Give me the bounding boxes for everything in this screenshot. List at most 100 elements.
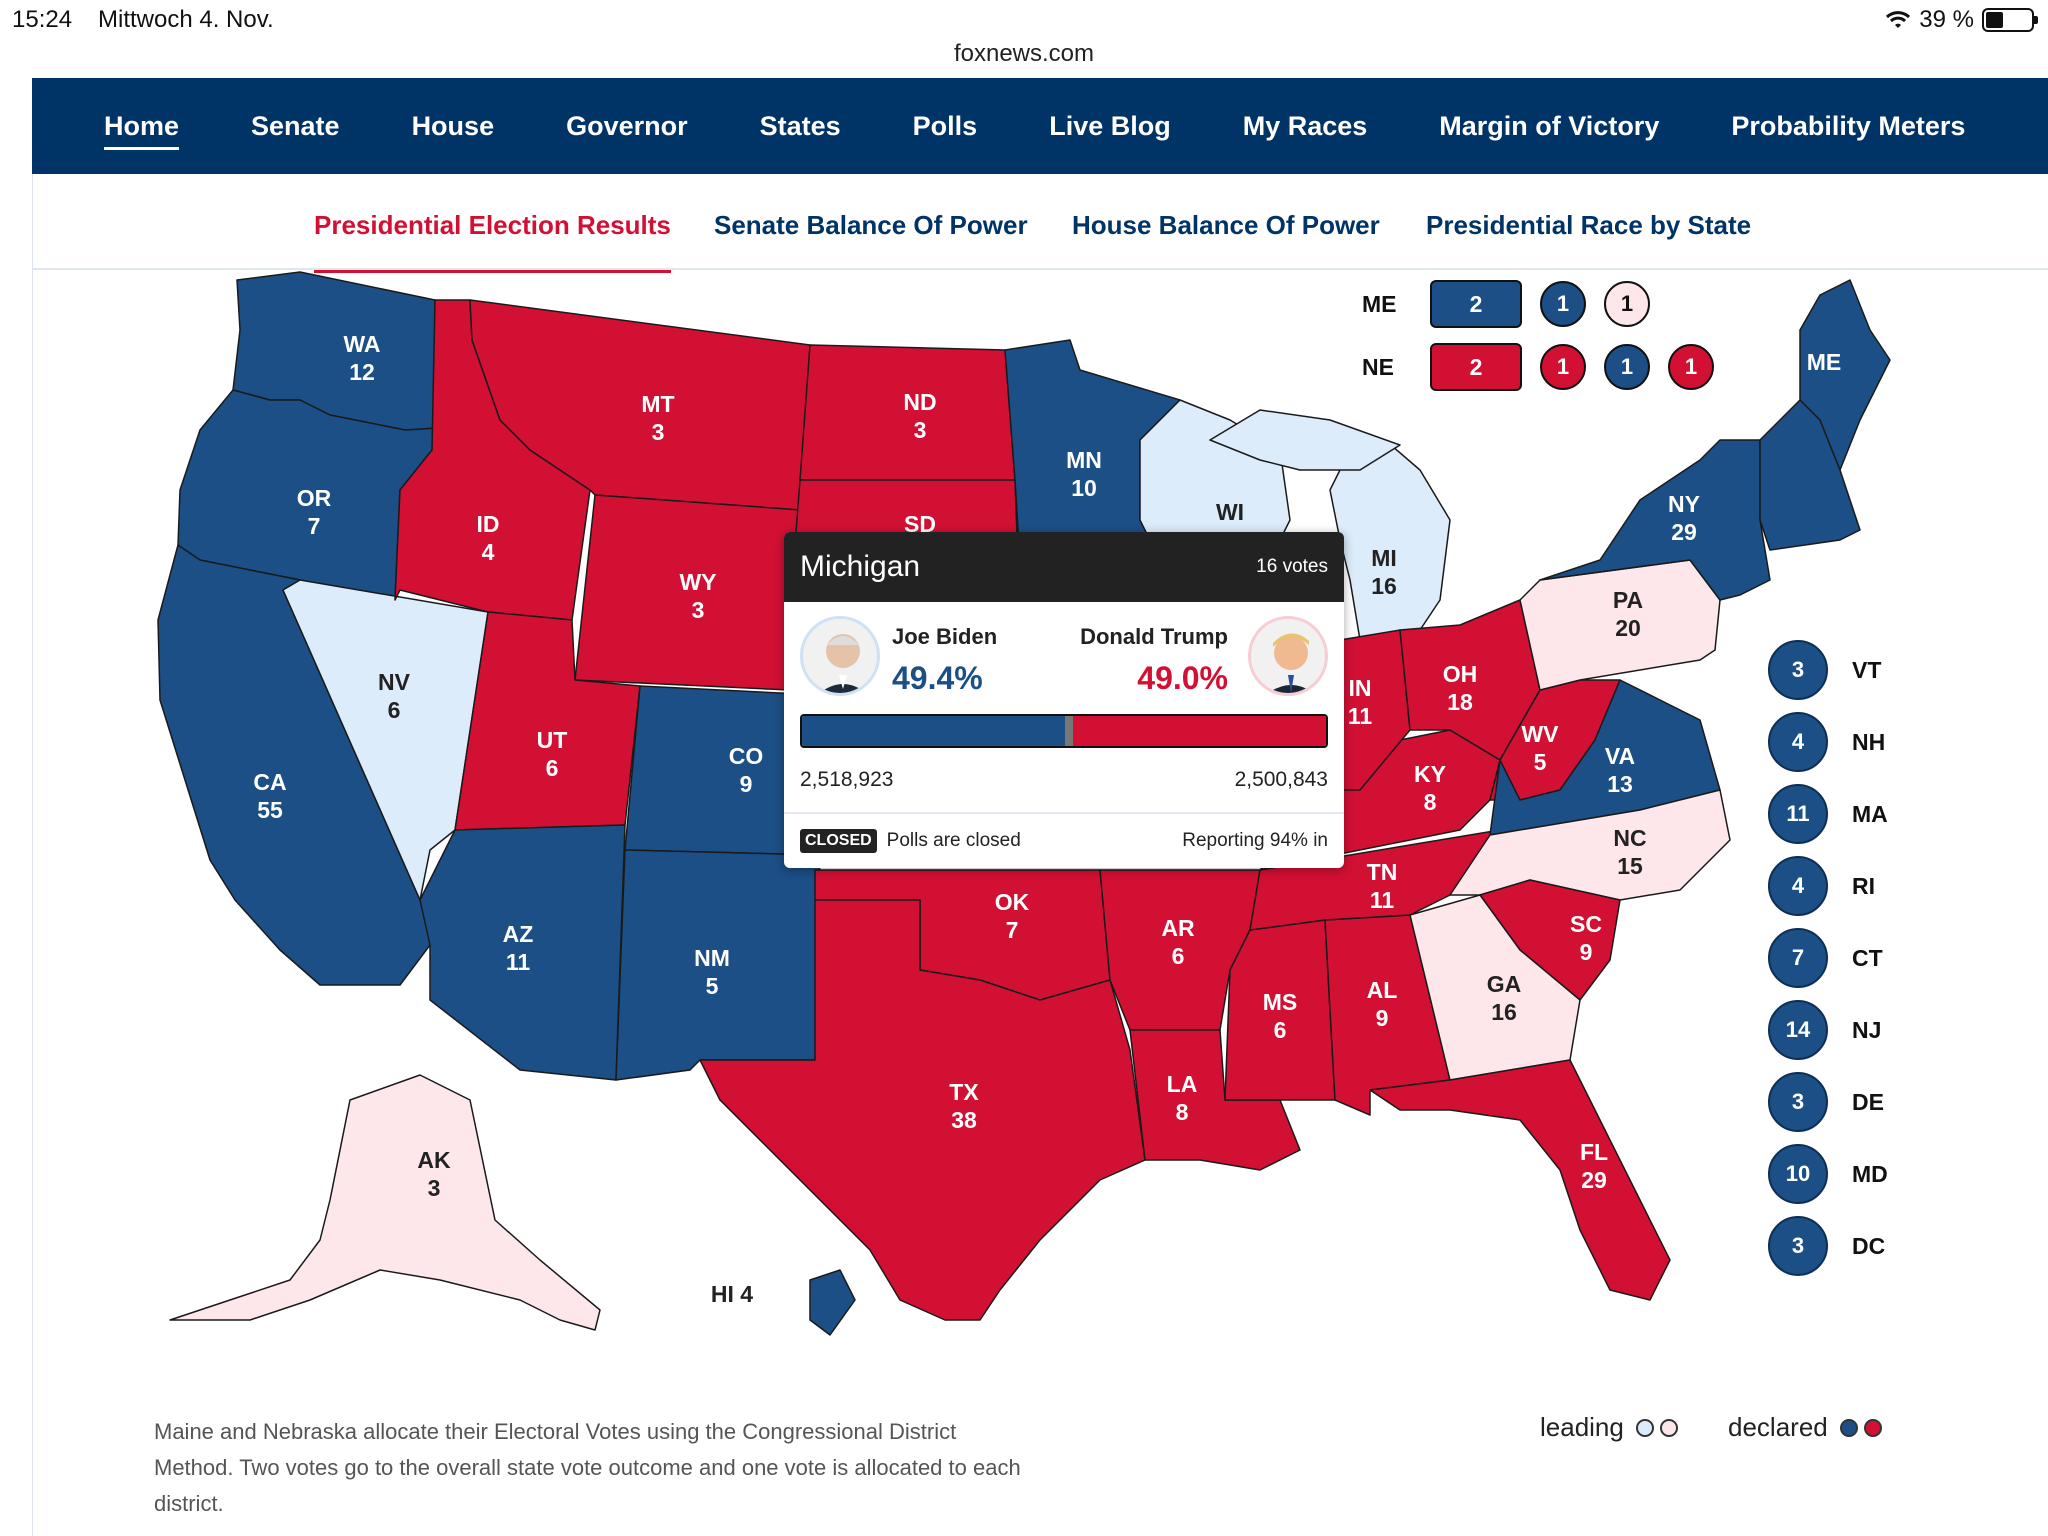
- state-label-pa: PA 20: [1613, 587, 1643, 641]
- nav-senate[interactable]: Senate: [251, 110, 340, 141]
- nav-polls[interactable]: Polls: [912, 110, 978, 141]
- small-state-md[interactable]: 10 MD: [1768, 1138, 1888, 1210]
- state-me[interactable]: [1799, 279, 1891, 471]
- battery-icon: [1982, 8, 2038, 32]
- state-tx[interactable]: [699, 899, 1146, 1321]
- state-mi-upper[interactable]: [1209, 409, 1401, 471]
- dem-vote-count: 2,518,923: [800, 768, 894, 791]
- me-district-2[interactable]: 1: [1604, 281, 1650, 327]
- tooltip-state-name: Michigan: [800, 550, 921, 583]
- state-nc[interactable]: [1449, 789, 1731, 901]
- nav-my-races[interactable]: My Races: [1242, 110, 1368, 141]
- tab-race-by-state[interactable]: Presidential Race by State: [1426, 210, 1752, 240]
- state-ne-region[interactable]: [1759, 399, 1861, 551]
- nav-margin-of-victory[interactable]: Margin of Victory: [1439, 110, 1660, 141]
- state-label-me: ME: [1807, 349, 1842, 375]
- small-state-ma[interactable]: 11 MA: [1768, 778, 1888, 850]
- ev-badge: 14: [1768, 1000, 1828, 1060]
- ev-badge: 4: [1768, 712, 1828, 772]
- ev-badge: 11: [1768, 784, 1828, 844]
- nav-probability-meters[interactable]: Probability Meters: [1731, 110, 1966, 141]
- nav-states[interactable]: States: [759, 110, 841, 141]
- ev-badge: 3: [1768, 1216, 1828, 1276]
- status-time: 15:24: [12, 6, 73, 33]
- ev-badge: 10: [1768, 1144, 1828, 1204]
- ne-district-2[interactable]: 1: [1604, 344, 1650, 390]
- me-district-1[interactable]: 1: [1540, 281, 1586, 327]
- legend-leading-label: leading: [1540, 1412, 1624, 1442]
- state-label-tn: TN 11: [1367, 859, 1398, 913]
- nav-live-blog[interactable]: Live Blog: [1049, 110, 1171, 141]
- small-state-dc[interactable]: 3 DC: [1768, 1210, 1888, 1282]
- tab-senate-balance[interactable]: Senate Balance Of Power: [714, 210, 1028, 240]
- state-label-mt: MT 3: [641, 391, 674, 445]
- split-method-note: Maine and Nebraska allocate their Electo…: [154, 1419, 1021, 1516]
- state-label-ga: GA 16: [1487, 971, 1522, 1025]
- ne-split-code: NE: [1362, 353, 1394, 380]
- state-hi[interactable]: [809, 1269, 856, 1336]
- status-right: 39 %: [1885, 6, 2038, 34]
- state-code: RI: [1852, 872, 1875, 899]
- state-code: DE: [1852, 1088, 1884, 1115]
- state-code: CT: [1852, 944, 1883, 971]
- state-code: MA: [1852, 800, 1888, 827]
- state-label-az: AZ 11: [503, 921, 534, 975]
- me-state-votes[interactable]: 2: [1430, 280, 1522, 328]
- small-state-nj[interactable]: 14 NJ: [1768, 994, 1888, 1066]
- rep-declared-swatch: [1863, 1418, 1882, 1437]
- rep-name: Donald Trump: [1080, 624, 1228, 649]
- small-state-vt[interactable]: 3 VT: [1768, 634, 1888, 706]
- state-label-la: LA 8: [1167, 1071, 1198, 1125]
- state-az[interactable]: [419, 824, 626, 1081]
- state-code: NJ: [1852, 1016, 1882, 1043]
- state-tooltip: Michigan 16 votes Joe Biden 49.4% Donald…: [784, 532, 1344, 868]
- nav-home[interactable]: Home: [104, 110, 180, 150]
- top-navigation: Home Senate House Governor States Polls …: [32, 78, 2048, 174]
- person-icon: [1268, 633, 1314, 693]
- nav-house[interactable]: House: [411, 110, 495, 141]
- legend-declared: declared: [1728, 1412, 1882, 1443]
- state-label-wv: WV 5: [1521, 721, 1559, 775]
- state-label-ny: NY 29: [1668, 491, 1700, 545]
- state-label-tx: TX 38: [949, 1079, 979, 1133]
- address-url[interactable]: foxnews.com: [953, 40, 1095, 67]
- small-state-ct[interactable]: 7 CT: [1768, 922, 1888, 994]
- state-label-nm: NM 5: [694, 945, 730, 999]
- state-label-ok: OK 7: [995, 889, 1030, 943]
- small-state-nh[interactable]: 4 NH: [1768, 706, 1888, 778]
- state-label-ky: KY 8: [1414, 761, 1446, 815]
- rep-share-fill: [1073, 716, 1326, 746]
- ev-badge: 3: [1768, 1072, 1828, 1132]
- tab-house-balance[interactable]: House Balance Of Power: [1072, 210, 1380, 240]
- person-icon: [819, 634, 867, 693]
- state-code: MD: [1852, 1160, 1888, 1187]
- state-label-al: AL 9: [1367, 977, 1398, 1031]
- battery-percent: 39 %: [1919, 6, 1974, 33]
- state-label-ar: AR 6: [1161, 915, 1195, 969]
- state-label-fl: FL 29: [1580, 1139, 1608, 1193]
- state-fl[interactable]: [1369, 1059, 1671, 1301]
- ne-district-1[interactable]: 1: [1540, 344, 1586, 390]
- state-code: NH: [1852, 728, 1886, 755]
- state-label-co: CO 9: [729, 743, 764, 797]
- tooltip-footer: CLOSED Polls are closed Reporting 94% in: [784, 812, 1344, 868]
- tooltip-votes: 16 votes: [1256, 556, 1328, 577]
- rep-pct: 49.0%: [1137, 660, 1228, 696]
- state-label-wi: WI: [1216, 499, 1244, 525]
- tab-presidential-results[interactable]: Presidential Election Results: [314, 210, 671, 273]
- state-ak[interactable]: [169, 1074, 601, 1331]
- state-la[interactable]: [1129, 1029, 1301, 1171]
- ne-state-votes[interactable]: 2: [1430, 343, 1522, 391]
- nav-governor[interactable]: Governor: [566, 110, 688, 141]
- small-state-ri[interactable]: 4 RI: [1768, 850, 1888, 922]
- status-badge: CLOSED: [800, 829, 877, 853]
- small-state-de[interactable]: 3 DE: [1768, 1066, 1888, 1138]
- vote-share-bar: [800, 714, 1328, 748]
- dem-share-fill: [802, 716, 1066, 746]
- state-label-oh: OH 18: [1443, 661, 1478, 715]
- dem-leading-swatch: [1635, 1418, 1654, 1437]
- state-label-nd: ND 3: [903, 389, 936, 443]
- state-label-mn: MN 10: [1066, 447, 1102, 501]
- ne-district-3[interactable]: 1: [1668, 344, 1714, 390]
